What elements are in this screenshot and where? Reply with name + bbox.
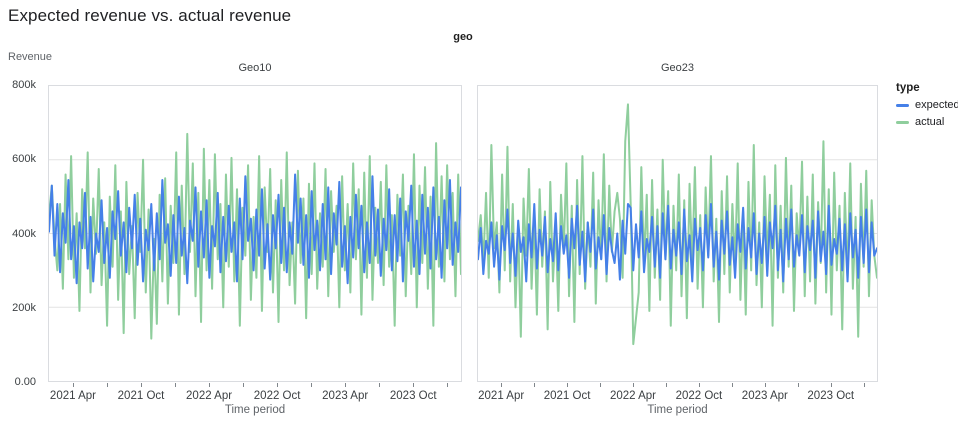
x-tick-mark [830, 383, 832, 387]
x-tick-mark [243, 383, 245, 387]
x-tick-mark [633, 383, 634, 387]
x-tick-label: 2021 Oct [117, 390, 165, 402]
x-tick-mark [311, 383, 313, 387]
facet-title-geo23: Geo23 [660, 62, 695, 74]
x-tick-label: 2023 Apr [741, 390, 788, 402]
x-tick-mark [764, 383, 766, 387]
x-tick-mark [345, 383, 347, 387]
y-axis-ticks: 800k 600k 400k 200k 0.00 [0, 79, 40, 388]
x-axis-geo23: 2021 Apr 2021 Oct 2022 Apr 2022 Oct 2023 Apr… [477, 382, 878, 408]
x-tick-label: 2021 Apr [478, 390, 525, 402]
x-tick-mark [106, 383, 108, 387]
line-plot-geo10 [49, 132, 461, 340]
legend-entry-actual[interactable]: actual [896, 116, 958, 128]
x-axis-geo10: 2021 Apr 2021 Oct 2022 Apr 2022 Oct 2023 Apr… [48, 382, 462, 408]
facet-field-label: geo [453, 31, 473, 43]
x-tick-label: 2022 Apr [186, 390, 233, 402]
expected-series-swatch-icon [896, 103, 909, 107]
x-tick-mark [534, 383, 536, 387]
x-tick-mark [72, 383, 74, 387]
x-axis-title-geo10: Time period [224, 404, 286, 416]
x-tick-label: 2023 Apr [322, 390, 369, 402]
x-tick-mark [863, 383, 865, 387]
x-tick-mark [209, 383, 211, 387]
x-tick-mark [277, 383, 279, 387]
x-tick-label: 2022 Oct [253, 390, 301, 402]
x-axis-title-geo23: Time period [647, 404, 708, 416]
x-tick-mark [665, 383, 667, 387]
legend-label-actual: actual [915, 116, 945, 128]
line-plot-geo23 [478, 103, 877, 346]
y-tick-label: 0.00 [14, 376, 36, 388]
x-tick-mark [731, 383, 733, 387]
chart-title: Expected revenue vs. actual revenue [8, 6, 292, 25]
x-tick-mark [413, 383, 415, 387]
facet-panel [477, 85, 878, 382]
x-tick-label: 2023 Oct [389, 390, 437, 402]
legend-label-expected: expected [915, 99, 958, 111]
y-tick-label: 200k [12, 301, 36, 314]
y-tick-label: 600k [12, 153, 36, 166]
x-tick-label: 2023 Oct [807, 390, 855, 402]
x-tick-mark [501, 383, 503, 387]
x-tick-label: 2021 Oct [543, 390, 591, 402]
y-tick-label: 400k [12, 227, 36, 240]
x-tick-mark [797, 383, 799, 387]
x-tick-mark [447, 383, 449, 387]
x-tick-mark [379, 383, 381, 387]
legend-entry-expected[interactable]: expected [896, 99, 958, 111]
x-tick-mark [600, 383, 602, 387]
x-tick-label: 2022 Oct [675, 390, 723, 402]
x-tick-mark [567, 383, 569, 387]
facet-title-geo10: Geo10 [238, 62, 272, 74]
actual-series-swatch-icon [896, 120, 909, 124]
x-tick-mark [141, 383, 142, 387]
legend-title: type [896, 82, 920, 94]
x-tick-label: 2021 Apr [49, 390, 96, 402]
y-tick-label: 800k [12, 79, 36, 91]
y-axis-title: Revenue [8, 51, 53, 63]
facet-panel [48, 85, 462, 382]
x-tick-mark [175, 383, 177, 387]
x-tick-mark [698, 383, 700, 387]
legend: type expected actual [896, 82, 958, 133]
x-tick-label: 2022 Apr [609, 390, 657, 402]
